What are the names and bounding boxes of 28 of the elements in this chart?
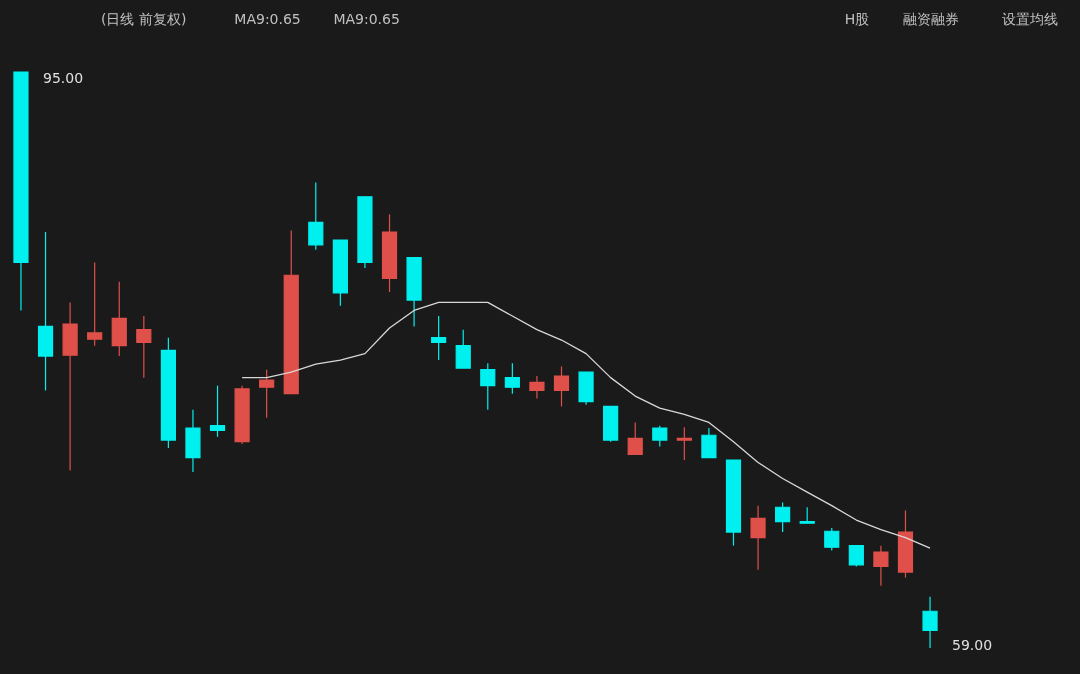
candlestick [775, 501, 791, 533]
text: 设置均线 [1002, 11, 1059, 27]
candlestick [873, 545, 889, 587]
annotation: 95.00 [42, 70, 84, 87]
candlestick [701, 427, 717, 459]
text: MA9:0.65 [234, 11, 301, 27]
candlestick [750, 505, 766, 571]
candlestick [504, 362, 520, 395]
candlestick [480, 362, 496, 411]
candlestick [431, 315, 447, 361]
candlestick [652, 425, 668, 448]
candlestick [209, 385, 226, 438]
candlestick [922, 596, 938, 649]
text: 融资融券 [903, 11, 960, 27]
candlestick [87, 261, 103, 347]
text: (日线 前复权) [101, 11, 187, 27]
text: 59.00 [952, 637, 993, 654]
candlestick [529, 375, 545, 400]
candlestick [676, 426, 692, 461]
candlestick [824, 527, 840, 552]
candlestick [136, 315, 152, 379]
candlestick [259, 369, 275, 419]
candlestick [627, 421, 643, 456]
candlestick [553, 365, 570, 408]
text: MA9:0.65 [333, 11, 400, 27]
candlestick [308, 181, 324, 251]
candlestick [455, 329, 471, 369]
text: H股 [844, 11, 870, 27]
